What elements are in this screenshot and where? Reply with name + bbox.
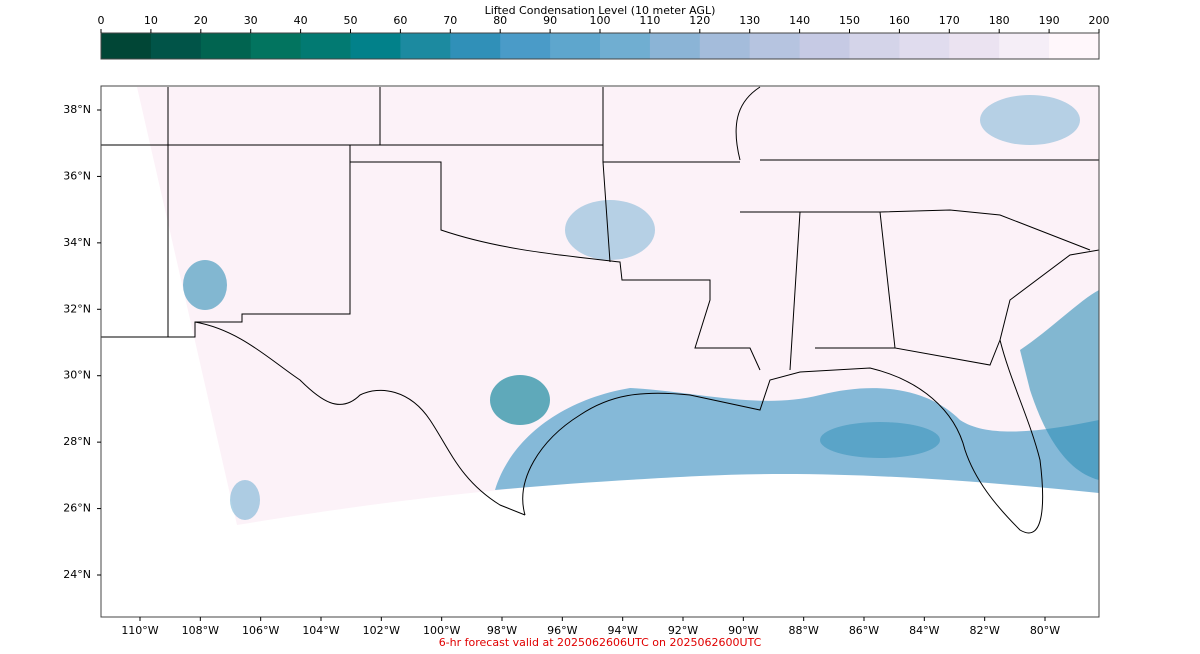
- lon-label: 110°W: [121, 624, 158, 637]
- colorbar-segment: [500, 33, 551, 59]
- colorbar-tick-label: 10: [144, 14, 158, 27]
- field-blob: [820, 422, 940, 458]
- colorbar-tick-label: 90: [543, 14, 557, 27]
- lon-label: 94°W: [607, 624, 637, 637]
- lon-label: 84°W: [909, 624, 939, 637]
- lon-label: 88°W: [788, 624, 818, 637]
- lat-label: 38°N: [63, 103, 91, 116]
- lon-label: 106°W: [242, 624, 279, 637]
- colorbar: [101, 33, 1100, 59]
- colorbar-tick-label: 40: [294, 14, 308, 27]
- field-blob: [490, 375, 550, 425]
- colorbar-segment: [200, 33, 252, 59]
- colorbar-segment: [150, 33, 202, 59]
- colorbar-segment: [1049, 33, 1100, 59]
- colorbar-segment: [350, 33, 401, 59]
- colorbar-tick-label: 60: [393, 14, 407, 27]
- colorbar-segment: [250, 33, 302, 59]
- lon-label: 92°W: [668, 624, 698, 637]
- colorbar-segment: [749, 33, 801, 59]
- colorbar-tick-label: 100: [590, 14, 611, 27]
- field-blob: [230, 480, 260, 520]
- colorbar-tick-label: 30: [244, 14, 258, 27]
- lat-label: 32°N: [63, 302, 91, 315]
- boundaries: [101, 86, 1099, 534]
- colorbar-tick-label: 50: [344, 14, 358, 27]
- colorbar-tick-label: 200: [1089, 14, 1110, 27]
- colorbar-segment: [300, 33, 351, 59]
- lon-label: 82°W: [969, 624, 999, 637]
- colorbar-segment: [949, 33, 1000, 59]
- lat-label: 34°N: [63, 236, 91, 249]
- colorbar-segment: [899, 33, 950, 59]
- lat-label: 36°N: [63, 169, 91, 182]
- field-blob: [980, 95, 1080, 145]
- colorbar-tick-label: 70: [443, 14, 457, 27]
- colorbar-segment: [799, 33, 850, 59]
- lat-label: 30°N: [63, 369, 91, 382]
- lon-label: 104°W: [302, 624, 339, 637]
- colorbar-tick-label: 110: [639, 14, 660, 27]
- lon-label: 102°W: [363, 624, 400, 637]
- colorbar-tick-label: 0: [98, 14, 105, 27]
- field-blob: [183, 260, 227, 310]
- lat-label: 26°N: [63, 502, 91, 515]
- colorbar-tick-label: 180: [989, 14, 1010, 27]
- map: [100, 85, 1100, 618]
- lon-label: 98°W: [487, 624, 517, 637]
- colorbar-segment: [849, 33, 900, 59]
- lon-label: 80°W: [1030, 624, 1060, 637]
- colorbar-tick-label: 160: [889, 14, 910, 27]
- colorbar-segment: [649, 33, 701, 59]
- colorbar-tick-label: 150: [839, 14, 860, 27]
- colorbar-tick-label: 120: [689, 14, 710, 27]
- lon-label: 100°W: [423, 624, 460, 637]
- lon-label: 90°W: [728, 624, 758, 637]
- colorbar-tick-label: 20: [194, 14, 208, 27]
- atlantic-field: [1020, 290, 1099, 480]
- lat-label: 24°N: [63, 568, 91, 581]
- field-blob: [565, 200, 655, 260]
- lon-label: 96°W: [547, 624, 577, 637]
- colorbar-tick-label: 190: [1039, 14, 1060, 27]
- colorbar-segment: [600, 33, 651, 59]
- colorbar-tick-label: 80: [493, 14, 507, 27]
- colorbar-segment: [101, 33, 152, 59]
- colorbar-segment: [699, 33, 751, 59]
- lon-label: 86°W: [849, 624, 879, 637]
- colorbar-title: Lifted Condensation Level (10 meter AGL): [485, 4, 716, 17]
- map-frame: [100, 85, 1100, 618]
- lat-label: 28°N: [63, 435, 91, 448]
- colorbar-tick-label: 140: [789, 14, 810, 27]
- colorbar-tick-label: 170: [939, 14, 960, 27]
- colorbar-segment: [550, 33, 601, 59]
- colorbar-segment: [999, 33, 1050, 59]
- colorbar-segment: [450, 33, 501, 59]
- colorbar-segment: [400, 33, 451, 59]
- colorbar-tick-label: 130: [739, 14, 760, 27]
- footer: 6-hr forecast valid at 2025062606UTC on …: [439, 636, 762, 649]
- lon-label: 108°W: [182, 624, 219, 637]
